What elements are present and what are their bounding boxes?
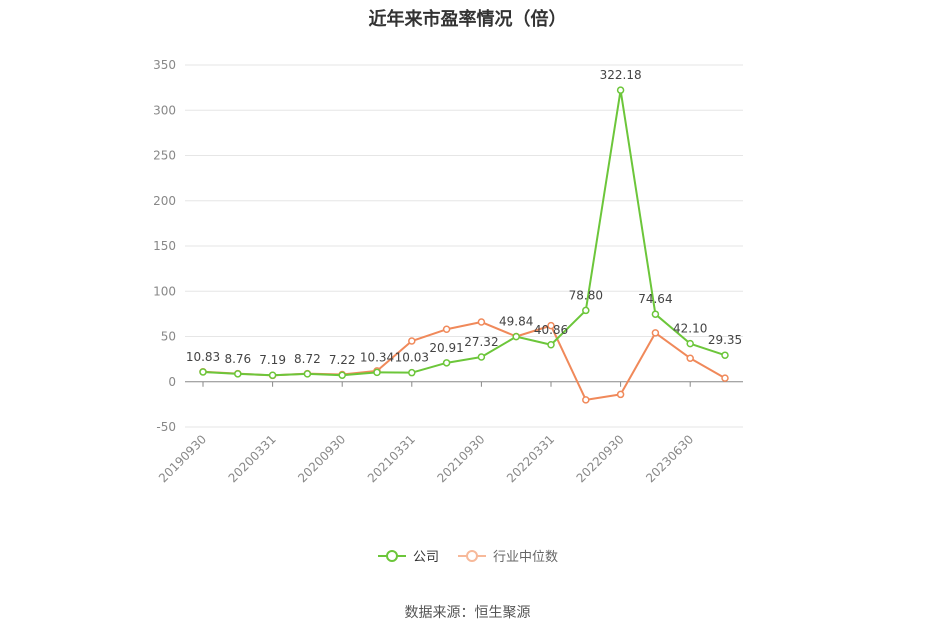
data-point-company (338, 371, 346, 379)
data-label-company: 27.32 (464, 335, 498, 349)
x-tick-label: 20200930 (295, 432, 348, 485)
data-point-company (303, 370, 312, 378)
data-point-company (442, 359, 451, 367)
y-axis: -50 0 50 100 150 200 250 300 350 (153, 58, 176, 434)
legend-label-industry-median: 行业中位数 (493, 550, 559, 565)
legend-marker-company (377, 549, 406, 562)
data-point-company (512, 332, 520, 341)
data-point-company (582, 306, 590, 315)
data-label-company: 10.83 (186, 350, 220, 364)
y-tick-label: 50 (161, 330, 176, 344)
legend-item-company[interactable]: 公司 (377, 546, 439, 565)
data-point-company (721, 351, 729, 359)
legend: 公司 行业中位数 (0, 546, 935, 565)
series-layer (199, 86, 729, 404)
x-tick-label: 20190930 (156, 432, 209, 485)
data-label-company: 29.35 (708, 333, 742, 347)
data-label-company: 8.72 (294, 352, 321, 366)
data-point-industry-median (477, 318, 486, 326)
x-tick-label: 20210930 (434, 432, 487, 485)
data-label-company: 78.80 (569, 288, 603, 302)
data-point-industry-median (616, 390, 625, 399)
y-tick-label: 100 (153, 284, 176, 298)
data-point-industry-median (582, 396, 590, 404)
data-label-company: 322.18 (600, 68, 642, 82)
x-tick-label: 20220930 (574, 432, 627, 485)
data-point-industry-median (651, 329, 660, 337)
data-point-company (686, 339, 694, 348)
y-tick-label: 0 (168, 375, 176, 389)
y-tick-label: 300 (153, 103, 176, 117)
y-tick-label: 250 (153, 149, 176, 163)
x-tick-label: 20230630 (643, 432, 696, 485)
data-point-company (651, 310, 660, 318)
data-label-company: 40.86 (534, 323, 568, 337)
data-point-industry-median (442, 325, 451, 334)
data-point-company (616, 86, 625, 94)
data-label-company: 49.84 (499, 315, 533, 329)
y-tick-label: 350 (153, 58, 176, 72)
data-point-industry-median (686, 354, 694, 362)
legend-label-company: 公司 (412, 550, 439, 565)
legend-item-industry-median[interactable]: 行业中位数 (457, 546, 558, 565)
data-label-company: 20.91 (429, 341, 463, 355)
x-tick-label: 20200331 (226, 432, 279, 485)
data-point-company (373, 368, 381, 377)
x-tick-label: 20220331 (504, 432, 557, 485)
series-line-company (202, 89, 726, 377)
y-tick-label: -50 (156, 420, 176, 434)
legend-marker-industry-median (458, 549, 486, 562)
grid-lines (185, 64, 743, 428)
data-point-company (547, 341, 555, 349)
data-label-company: 74.64 (638, 292, 672, 306)
data-label-company: 7.19 (259, 353, 286, 367)
y-tick-label: 200 (153, 194, 176, 208)
data-point-industry-median (408, 337, 416, 345)
data-label-company: 7.22 (329, 353, 356, 367)
data-point-company (477, 353, 486, 361)
data-point-company (199, 368, 207, 376)
y-tick-label: 150 (153, 239, 176, 253)
x-axis: 20190930 20200331 20200930 20210331 20210930… (156, 381, 743, 485)
x-tick-label: 20210331 (365, 432, 418, 485)
source-note: 数据来源：恒生聚源 (404, 605, 531, 621)
data-point-company (408, 368, 416, 377)
data-label-company: 10.03 (395, 351, 429, 365)
data-point-company (268, 371, 277, 379)
chart-title: 近年来市盈率情况（倍） (368, 9, 567, 30)
data-point-company (234, 370, 242, 378)
data-label-company: 8.76 (224, 352, 251, 366)
data-label-company: 10.34 (360, 350, 394, 364)
data-point-industry-median (721, 374, 729, 382)
data-point-industry-median (547, 321, 555, 330)
data-label-company: 42.10 (673, 322, 707, 336)
